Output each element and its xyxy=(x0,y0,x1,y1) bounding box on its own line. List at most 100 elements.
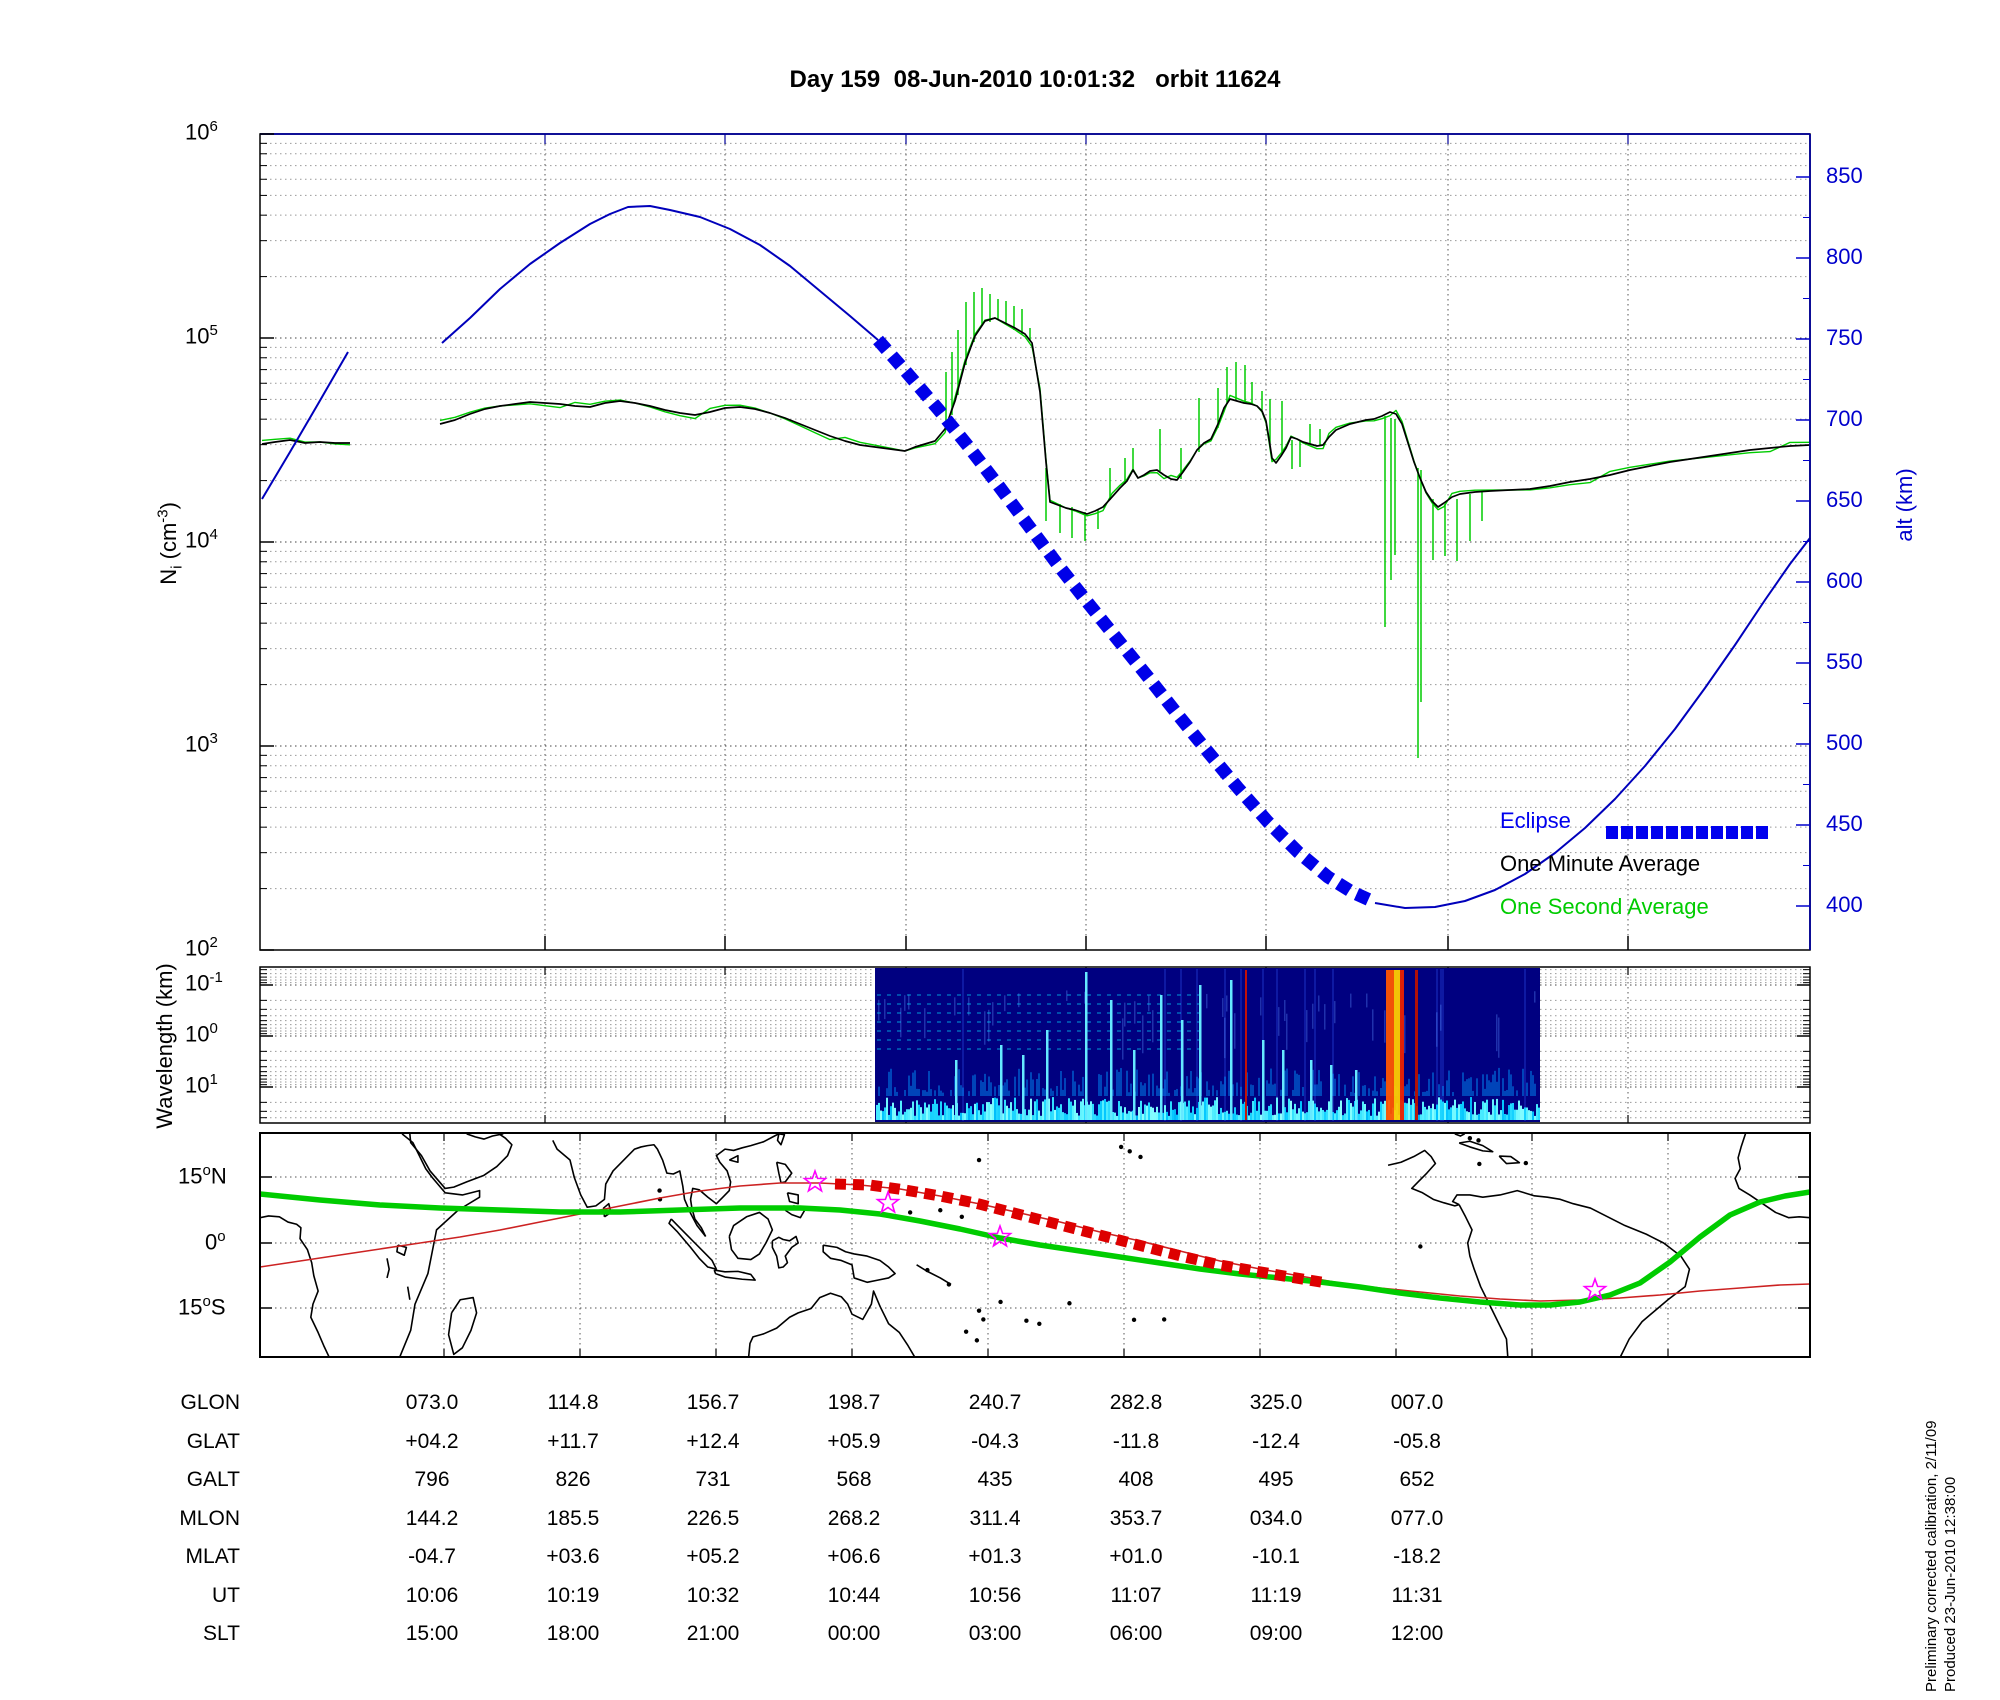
ni-tick-10e3: 103 xyxy=(185,730,218,757)
table-cell-glat-3: +12.4 xyxy=(686,1429,740,1453)
table-cell-mlat-1: -04.7 xyxy=(408,1545,456,1568)
wavelength-axis-title: Wavelength (km) xyxy=(152,963,177,1129)
alt-tick-450: 450 xyxy=(1826,811,1863,836)
table-cell-mlon-3: 226.5 xyxy=(686,1506,740,1530)
table-row-label-mlon: MLON xyxy=(179,1506,240,1530)
table-cell-slt-2: 18:00 xyxy=(546,1622,600,1645)
eclipse-dash-sample-square xyxy=(1621,826,1633,839)
table-cell-galt-5: 435 xyxy=(977,1468,1013,1491)
table-cell-mlat-8: -18.2 xyxy=(1393,1545,1441,1568)
table-cell-mlat-5: +01.3 xyxy=(968,1545,1022,1568)
map-content xyxy=(260,1133,1810,1357)
table-cell-glat-6: -11.8 xyxy=(1112,1429,1160,1453)
table-cell-ut-2: 10:19 xyxy=(546,1583,600,1607)
alt-tick-750: 750 xyxy=(1826,325,1863,350)
table-cell-slt-8: 12:00 xyxy=(1390,1622,1444,1645)
table-cell-mlon-5: 311.4 xyxy=(969,1506,1021,1530)
wavelength-tick-10e0: 100 xyxy=(185,1020,218,1047)
ni-tick-10e2: 102 xyxy=(185,934,218,961)
alt-tick-800: 800 xyxy=(1826,244,1863,269)
alt-tick-650: 650 xyxy=(1826,487,1863,512)
table-cell-slt-6: 06:00 xyxy=(1109,1622,1163,1645)
eclipse-dash-sample xyxy=(1606,826,1768,839)
map-lat-label-15N: 15oN xyxy=(178,1162,227,1189)
table-cell-ut-6: 11:07 xyxy=(1110,1583,1162,1607)
table-cell-mlat-7: -10.1 xyxy=(1252,1545,1300,1568)
table-cell-ut-4: 10:44 xyxy=(827,1583,881,1607)
table-cell-mlon-7: 034.0 xyxy=(1249,1506,1303,1530)
eclipse-dash-sample-square xyxy=(1651,826,1663,839)
eclipse-dash-sample-square xyxy=(1606,826,1618,839)
eclipse-dash-sample-square xyxy=(1696,826,1708,839)
table-cell-mlat-3: +05.2 xyxy=(686,1545,740,1568)
table-cell-glat-8: -05.8 xyxy=(1393,1429,1441,1453)
alt-axis-title: alt (km) xyxy=(1892,468,1917,542)
table-cell-glat-4: +05.9 xyxy=(827,1429,881,1453)
alt-tick-500: 500 xyxy=(1826,730,1863,755)
table-cell-ut-1: 10:06 xyxy=(405,1583,459,1607)
legend-one-second-label: One Second Average xyxy=(1500,894,1709,919)
map-lat-label-15S: 15oS xyxy=(178,1293,226,1320)
table-cell-galt-6: 408 xyxy=(1118,1468,1154,1491)
table-cell-glon-5: 240.7 xyxy=(968,1391,1022,1414)
eclipse-dash-sample-square xyxy=(1711,826,1723,839)
table-cell-slt-7: 09:00 xyxy=(1249,1622,1303,1645)
table-cell-mlon-4: 268.2 xyxy=(827,1506,881,1530)
ground-track-map-panel xyxy=(259,1132,1811,1358)
table-cell-glon-2: 114.8 xyxy=(547,1391,599,1414)
ni-tick-10e5: 105 xyxy=(185,322,218,349)
alt-tick-850: 850 xyxy=(1826,163,1863,188)
table-cell-slt-4: 00:00 xyxy=(827,1622,881,1645)
legend-one-minute-label: One Minute Average xyxy=(1500,851,1701,876)
table-cell-glon-1: 073.0 xyxy=(405,1391,459,1414)
table-cell-mlat-2: +03.6 xyxy=(546,1545,600,1568)
table-cell-glon-6: 282.8 xyxy=(1109,1391,1163,1414)
table-cell-galt-4: 568 xyxy=(836,1468,872,1491)
table-cell-glat-1: +04.2 xyxy=(405,1429,459,1453)
table-cell-ut-3: 10:32 xyxy=(686,1583,740,1607)
alt-tick-550: 550 xyxy=(1826,649,1863,674)
table-cell-mlon-6: 353.7 xyxy=(1109,1506,1163,1530)
table-cell-galt-7: 495 xyxy=(1258,1468,1294,1491)
side-note-line2: Produced 23-Jun-2010 12:38:00 xyxy=(1942,1476,1959,1692)
table-cell-glon-4: 198.7 xyxy=(827,1391,881,1414)
wavelength-tick-10e-1: 10-1 xyxy=(185,969,223,996)
table-cell-slt-3: 21:00 xyxy=(686,1622,740,1645)
table-cell-mlon-1: 144.2 xyxy=(405,1506,459,1530)
map-lat-label-0: 0o xyxy=(205,1228,226,1255)
table-cell-ut-8: 11:31 xyxy=(1391,1583,1443,1607)
eclipse-dash-sample-square xyxy=(1636,826,1648,839)
table-cell-ut-5: 10:56 xyxy=(968,1583,1022,1607)
table-cell-mlon-2: 185.5 xyxy=(546,1506,600,1530)
wavelength-tick-10e1: 101 xyxy=(185,1071,218,1098)
table-cell-glon-8: 007.0 xyxy=(1390,1391,1444,1414)
eclipse-dash-sample-square xyxy=(1726,826,1738,839)
table-row-label-slt: SLT xyxy=(203,1622,240,1645)
eclipse-dash-sample-square xyxy=(1756,826,1768,839)
density-axis-title: Ni (cm-3) xyxy=(154,502,186,585)
table-cell-mlat-6: +01.0 xyxy=(1109,1545,1163,1568)
table-row-label-glat: GLAT xyxy=(186,1429,240,1453)
density-altitude-panel xyxy=(259,133,1811,951)
eclipse-dash-sample-square xyxy=(1741,826,1753,839)
production-side-note: Preliminary corrected calibration, 2/11/… xyxy=(1922,1262,1960,1692)
table-cell-slt-5: 03:00 xyxy=(968,1622,1022,1645)
table-cell-galt-8: 652 xyxy=(1399,1468,1435,1491)
table-cell-mlat-4: +06.6 xyxy=(827,1545,881,1568)
table-cell-glat-7: -12.4 xyxy=(1252,1429,1300,1453)
table-cell-glon-7: 325.0 xyxy=(1249,1391,1303,1414)
table-cell-ut-7: 11:19 xyxy=(1250,1583,1302,1607)
page-title: Day 159 08-Jun-2010 10:01:32 orbit 11624 xyxy=(789,66,1281,93)
table-cell-galt-2: 826 xyxy=(555,1468,591,1491)
eclipse-dash-sample-square xyxy=(1681,826,1693,839)
table-cell-mlon-8: 077.0 xyxy=(1390,1506,1444,1530)
table-row-label-mlat: MLAT xyxy=(185,1545,240,1568)
side-note-line1: Preliminary corrected calibration, 2/11/… xyxy=(1923,1420,1940,1692)
table-cell-slt-1: 15:00 xyxy=(405,1622,459,1645)
ni-tick-10e6: 106 xyxy=(185,118,218,145)
legend-eclipse-label: Eclipse xyxy=(1500,808,1571,833)
table-cell-galt-1: 796 xyxy=(414,1468,450,1491)
wavelength-spectrogram-panel xyxy=(259,966,1811,1124)
